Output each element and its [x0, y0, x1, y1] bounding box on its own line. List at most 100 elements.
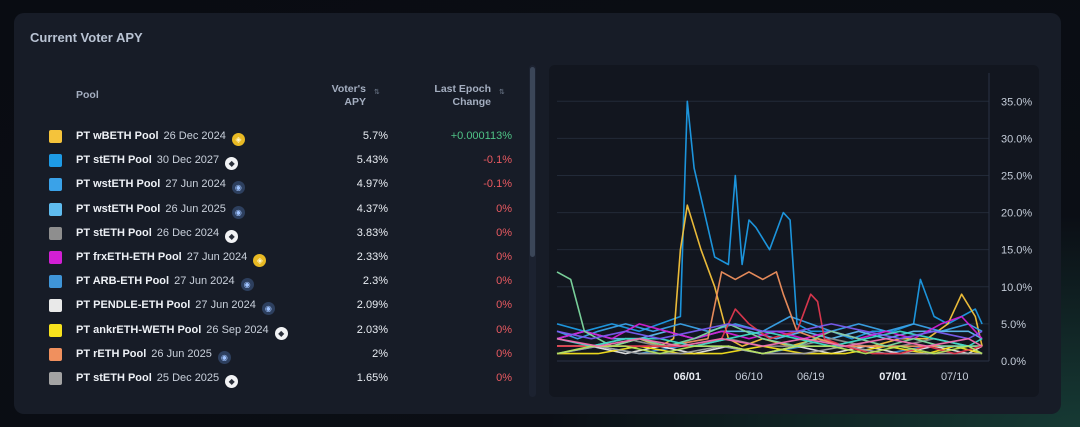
- series-color-swatch[interactable]: [49, 347, 62, 361]
- chain-icon: ◉: [231, 205, 245, 219]
- y-tick-label: 20.0%: [1001, 208, 1032, 220]
- card-title: Current Voter APY: [30, 30, 143, 45]
- chain-icon: ◉: [261, 302, 275, 316]
- series-color-swatch[interactable]: [49, 130, 62, 143]
- epoch-change-value: -0.1%: [483, 178, 512, 191]
- series-line: [556, 330, 983, 348]
- table-row[interactable]: PT PENDLE-ETH Pool 27 Jun 2024 ◉ 2.09% 0%: [14, 294, 529, 318]
- y-tick-label: 15.0%: [1001, 245, 1032, 257]
- chain-icon: ◈: [231, 133, 245, 146]
- pool-expiry-date: 27 Jun 2024: [165, 178, 226, 191]
- chart-svg: 0.0% 5.0% 10.0% 15.0% 20.0% 25.0% 30.0% 35.0% 06…: [556, 73, 1032, 383]
- pool-expiry-date: 25 Dec 2025: [156, 371, 220, 384]
- table-row[interactable]: PT stETH Pool 26 Dec 2024 ◆ 3.83% 0%: [14, 222, 529, 246]
- chain-icon: ◉: [240, 278, 254, 292]
- table-row[interactable]: PT wBETH Pool 26 Dec 2024 ◈ 5.7% +0.000113%: [14, 125, 529, 149]
- series-color-swatch[interactable]: [49, 154, 62, 168]
- table-row[interactable]: PT rETH Pool 26 Jun 2025 ◉ 2% 0%: [14, 343, 529, 367]
- series-line: [556, 271, 983, 348]
- pool-expiry-date: 26 Jun 2025: [151, 347, 212, 360]
- pool-name: PT PENDLE-ETH Pool 27 Jun 2024 ◉: [76, 299, 275, 316]
- epoch-change-value: 0%: [496, 299, 512, 312]
- series-color-swatch[interactable]: [49, 299, 62, 313]
- x-tick-label: 06/10: [735, 371, 763, 383]
- epoch-change-value: 0%: [496, 275, 512, 288]
- x-tick-label: 06/01: [674, 371, 702, 383]
- voter-apy-value: 2.03%: [356, 323, 388, 336]
- voter-apy-value: 1.65%: [356, 371, 388, 384]
- pool-name: PT ARB-ETH Pool 27 Jun 2024 ◉: [76, 275, 254, 292]
- pool-expiry-date: 26 Dec 2024: [156, 226, 220, 239]
- pool-name: PT stETH Pool 30 Dec 2027 ◆: [76, 154, 239, 171]
- pool-expiry-date: 27 Jun 2024: [195, 299, 256, 312]
- chain-icon: ◆: [225, 157, 239, 171]
- series-line: [556, 100, 983, 340]
- pool-expiry-date: 26 Sep 2024: [206, 323, 269, 336]
- pool-name: PT frxETH-ETH Pool 27 Jun 2024 ◈: [76, 250, 267, 267]
- pool-name: PT ankrETH-WETH Pool 26 Sep 2024 ◆: [76, 324, 288, 340]
- pool-table-body: PT wBETH Pool 26 Dec 2024 ◈ 5.7% +0.000113% P…: [14, 125, 529, 397]
- voter-apy-value: 3.83%: [356, 226, 388, 239]
- series-line: [556, 337, 983, 348]
- voter-apy-value: 5.7%: [362, 130, 388, 142]
- table-header: Pool Voter's APY ⇅ Last Epoch Change ⇅: [14, 83, 529, 123]
- x-tick-label: 07/01: [879, 371, 907, 383]
- table-row[interactable]: PT stETH Pool 30 Dec 2027 ◆ 5.43% -0.1%: [14, 149, 529, 173]
- table-row[interactable]: PT ARB-ETH Pool 27 Jun 2024 ◉ 2.3% 0%: [14, 270, 529, 294]
- epoch-change-value: 0%: [496, 371, 512, 384]
- voter-apy-value: 4.37%: [356, 202, 388, 215]
- y-tick-label: 35.0%: [1001, 96, 1032, 108]
- table-row[interactable]: PT stETH Pool 25 Dec 2025 ◆ 1.65% 0%: [14, 367, 529, 391]
- table-row[interactable]: PT wstETH Pool 26 Jun 2025 ◉ 4.37% 0%: [14, 198, 529, 222]
- series-line: [557, 271, 983, 348]
- y-tick-label: 30.0%: [1001, 133, 1032, 145]
- chain-icon: ◉: [231, 181, 245, 195]
- table-row[interactable]: PT ankrETH-WETH Pool 26 Sep 2024 ◆ 2.03% 0%: [14, 319, 529, 343]
- series-line: [556, 315, 983, 340]
- pool-name: PT wstETH Pool 27 Jun 2024 ◉: [76, 178, 245, 195]
- column-header-voter-apy[interactable]: Voter's APY: [331, 83, 366, 108]
- x-tick-label: 06/19: [797, 371, 825, 383]
- sort-icon[interactable]: ⇅: [499, 89, 505, 96]
- column-header-last-epoch-change[interactable]: Last Epoch Change: [434, 83, 491, 108]
- pool-expiry-date: 26 Dec 2024: [163, 130, 226, 142]
- pool-expiry-date: 30 Dec 2027: [156, 154, 220, 167]
- table-row[interactable]: PT wstETH Pool 27 Jun 2024 ◉ 4.97% -0.1%: [14, 173, 529, 197]
- voter-apy-value: 2.3%: [362, 275, 388, 288]
- chain-icon: ◉: [217, 350, 231, 364]
- pool-expiry-date: 26 Jun 2025: [165, 202, 226, 215]
- x-tick-label: 07/10: [941, 371, 969, 383]
- epoch-change-value: -0.1%: [483, 154, 512, 167]
- pool-expiry-date: 27 Jun 2024: [186, 250, 248, 263]
- series-line: [556, 345, 983, 355]
- series-color-swatch[interactable]: [49, 371, 62, 385]
- y-tick-label: 10.0%: [1001, 282, 1032, 294]
- y-tick-label: 25.0%: [1001, 170, 1032, 182]
- voter-apy-value: 2.09%: [356, 299, 388, 312]
- chain-icon: ◆: [225, 374, 239, 388]
- epoch-change-value: 0%: [496, 250, 512, 263]
- scrollbar-thumb[interactable]: [530, 67, 535, 257]
- series-color-swatch[interactable]: [49, 202, 62, 216]
- voter-apy-card: Current Voter APY Pool Voter's APY ⇅ Las…: [14, 13, 1061, 414]
- epoch-change-value: 0%: [496, 323, 512, 336]
- apy-line-chart: 0.0% 5.0% 10.0% 15.0% 20.0% 25.0% 30.0% 35.0% 06…: [549, 65, 1039, 397]
- epoch-change-value: 0%: [496, 226, 512, 239]
- series-color-swatch[interactable]: [49, 275, 62, 289]
- y-tick-label: 5.0%: [1001, 319, 1026, 331]
- table-row[interactable]: PT frxETH-ETH Pool 27 Jun 2024 ◈ 2.33% 0%: [14, 246, 529, 270]
- epoch-change-value: 0%: [496, 202, 512, 215]
- series-line: [556, 323, 983, 340]
- pool-name: PT stETH Pool 26 Dec 2024 ◆: [76, 226, 239, 243]
- pool-name: PT stETH Pool 25 Dec 2025 ◆: [76, 371, 239, 388]
- series-color-swatch[interactable]: [49, 226, 62, 240]
- chain-icon: ◆: [225, 229, 239, 243]
- series-color-swatch[interactable]: [49, 323, 62, 337]
- series-color-swatch[interactable]: [49, 250, 62, 264]
- epoch-change-value: +0.000113%: [450, 130, 512, 142]
- series-color-swatch[interactable]: [49, 178, 62, 192]
- voter-apy-value: 2.33%: [356, 250, 388, 263]
- column-header-pool: Pool: [76, 89, 99, 101]
- chain-icon: ◆: [274, 326, 288, 340]
- sort-icon[interactable]: ⇅: [374, 89, 380, 96]
